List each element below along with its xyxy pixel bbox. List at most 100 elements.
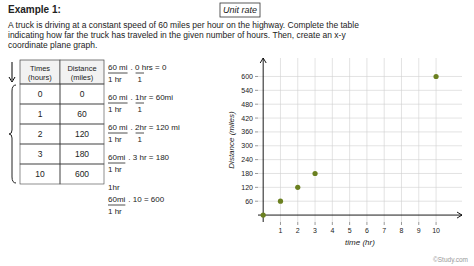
watermark: ©Study.com [433,256,468,264]
table-value: 3 [38,149,43,159]
table-value: 120 [75,129,89,139]
grid-line [258,145,462,146]
grid-line [258,104,462,105]
point [433,74,438,79]
y-tick-label: 360 [241,128,253,135]
x-tick [297,222,298,225]
calc-denominator: 1 [138,105,143,114]
grid-line [315,58,316,222]
y-tick [255,201,258,202]
x-tick-label: 10 [432,227,440,234]
calc-text: . 2hr = 120 mi [131,123,180,132]
table-value: 10 [35,169,45,179]
fraction-bar [108,73,128,74]
table-header: Distance(miles) [67,64,96,82]
x-axis [258,215,462,216]
y-tick-label: 300 [241,142,253,149]
grid-line [258,187,462,188]
y-axis-arrow [260,58,266,63]
y-tick-label: 420 [241,115,253,122]
y-axis-label: Distance (miles) [227,111,236,169]
calc-numerator: 60 mi [108,93,128,102]
chart: Example 1:Unit rateA truck is driving at… [0,0,474,266]
point [312,171,317,176]
x-tick-label: 3 [313,227,317,234]
grid-line [297,58,298,222]
y-tick [255,173,258,174]
y-tick [255,131,258,132]
grid-line [332,58,333,222]
x-tick-label: 1 [279,227,283,234]
x-tick [418,222,419,225]
y-tick [255,118,258,119]
x-axis-arrow [457,212,462,218]
calc-numerator: 60mi [108,153,126,162]
table-value: 1 [38,109,43,119]
table-value: 180 [75,149,89,159]
brace [9,85,16,183]
table-value: 2 [38,129,43,139]
calc-denominator: 1 hr [108,75,122,84]
y-tick-label: 540 [241,87,253,94]
table-value: 0 [38,89,43,99]
arrow-line [12,62,13,80]
x-tick [401,222,402,225]
table-value: 60 [77,109,87,119]
x-tick-label: 2 [296,227,300,234]
y-tick-label: 120 [241,184,253,191]
fraction-bar [136,133,144,134]
x-tick [332,222,333,225]
grid-line [366,58,367,222]
calc-numerator: 60 mi [108,123,128,132]
point [261,212,266,217]
fraction-bar [108,163,125,164]
y-tick-label: 600 [241,73,253,80]
x-tick [280,222,281,225]
calc-text: 1hr [108,183,120,192]
calc-text: . 3 hr = 180 [128,153,169,162]
calc-text: . 10 = 600 [128,195,164,204]
unit-rate-box [220,3,260,17]
x-tick [384,222,385,225]
table-header-line: Times [30,64,50,73]
x-tick [315,222,316,225]
point [278,199,283,204]
calc-numerator: 60 mi [108,63,128,72]
table-cell [60,84,104,104]
fraction-bar [108,205,125,206]
y-tick [255,145,258,146]
x-tick-label: 8 [400,227,404,234]
grid-line [384,58,385,222]
y-tick [255,187,258,188]
table-value: 600 [75,169,89,179]
calculations: 60 mi 1 hr . 0 hrs = 0 1 60 mi 1 hr . 1hr = 60… [108,63,180,216]
calc-text: . 0 hrs = 0 [131,63,167,72]
plot [255,58,462,225]
y-tick [255,76,258,77]
table-cell [20,164,60,184]
calc-numerator: 60mi [108,195,126,204]
x-tick [436,222,437,225]
y-tick [255,159,258,160]
table-cell [60,164,104,184]
x-tick [366,222,367,225]
table-cell [20,84,60,104]
table-header-line: (miles) [71,73,94,82]
arrow-head [9,77,15,82]
calc-text: . 1hr = 60mi [131,93,174,102]
fraction-bar [136,73,144,74]
fraction-bar [136,103,144,104]
problem-text: A truck is driving at a constant speed o… [8,20,359,30]
fraction-bar [108,103,128,104]
table-cell [60,124,104,144]
grid-line [401,58,402,222]
grid-line [418,58,419,222]
y-tick-label: 480 [241,101,253,108]
calc-denominator: 1 hr [108,135,122,144]
calc-denominator: 1 hr [108,105,122,114]
y-tick [255,104,258,105]
y-axis [263,58,264,222]
problem-text: indicating how far the truck has travele… [8,30,346,40]
grid-line [258,201,462,202]
table: Times(hours)Distance(miles)0016021203180… [20,60,104,184]
